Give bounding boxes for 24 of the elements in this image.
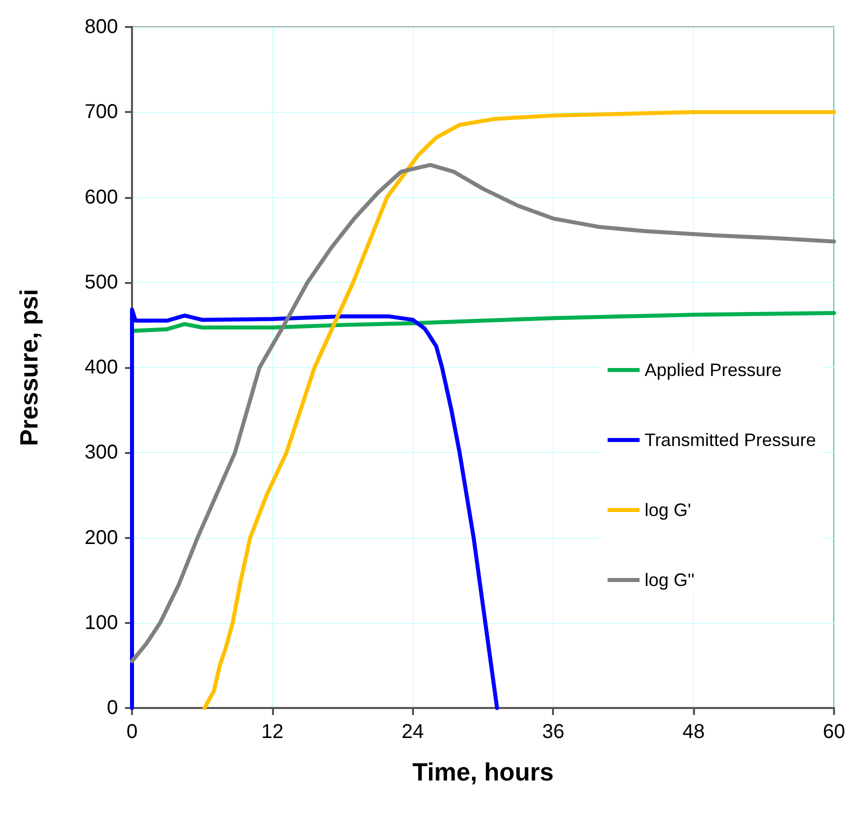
line-series <box>202 110 836 710</box>
x-tick-label: 60 <box>822 721 846 743</box>
x-tick-label: 24 <box>402 721 424 743</box>
y-tick-label: 600 <box>84 186 118 208</box>
legend-label: log G' <box>644 500 692 520</box>
y-tick-label: 400 <box>84 356 118 378</box>
legend-label: Transmitted Pressure <box>644 430 816 450</box>
y-tick-label: 500 <box>84 271 118 294</box>
x-tick-label: 36 <box>542 721 564 743</box>
line-series <box>130 308 500 710</box>
legend-label: Applied Pressure <box>644 360 782 380</box>
y-tick-label: 0 <box>106 697 118 719</box>
y-tick-label: 300 <box>84 442 118 464</box>
x-tick-label: 48 <box>682 721 705 743</box>
y-tick-label: 700 <box>84 101 118 124</box>
y-axis-title: Pressure, psi <box>16 288 44 446</box>
y-tick-label: 200 <box>84 526 118 549</box>
x-tick-label: 12 <box>261 721 284 743</box>
x-tick-label: 0 <box>126 721 138 743</box>
x-axis-title: Time, hours <box>412 758 554 786</box>
y-tick-label: 800 <box>84 16 118 38</box>
legend-label: log G'' <box>644 570 695 590</box>
y-tick-label: 100 <box>84 612 118 634</box>
line-series <box>130 162 836 664</box>
